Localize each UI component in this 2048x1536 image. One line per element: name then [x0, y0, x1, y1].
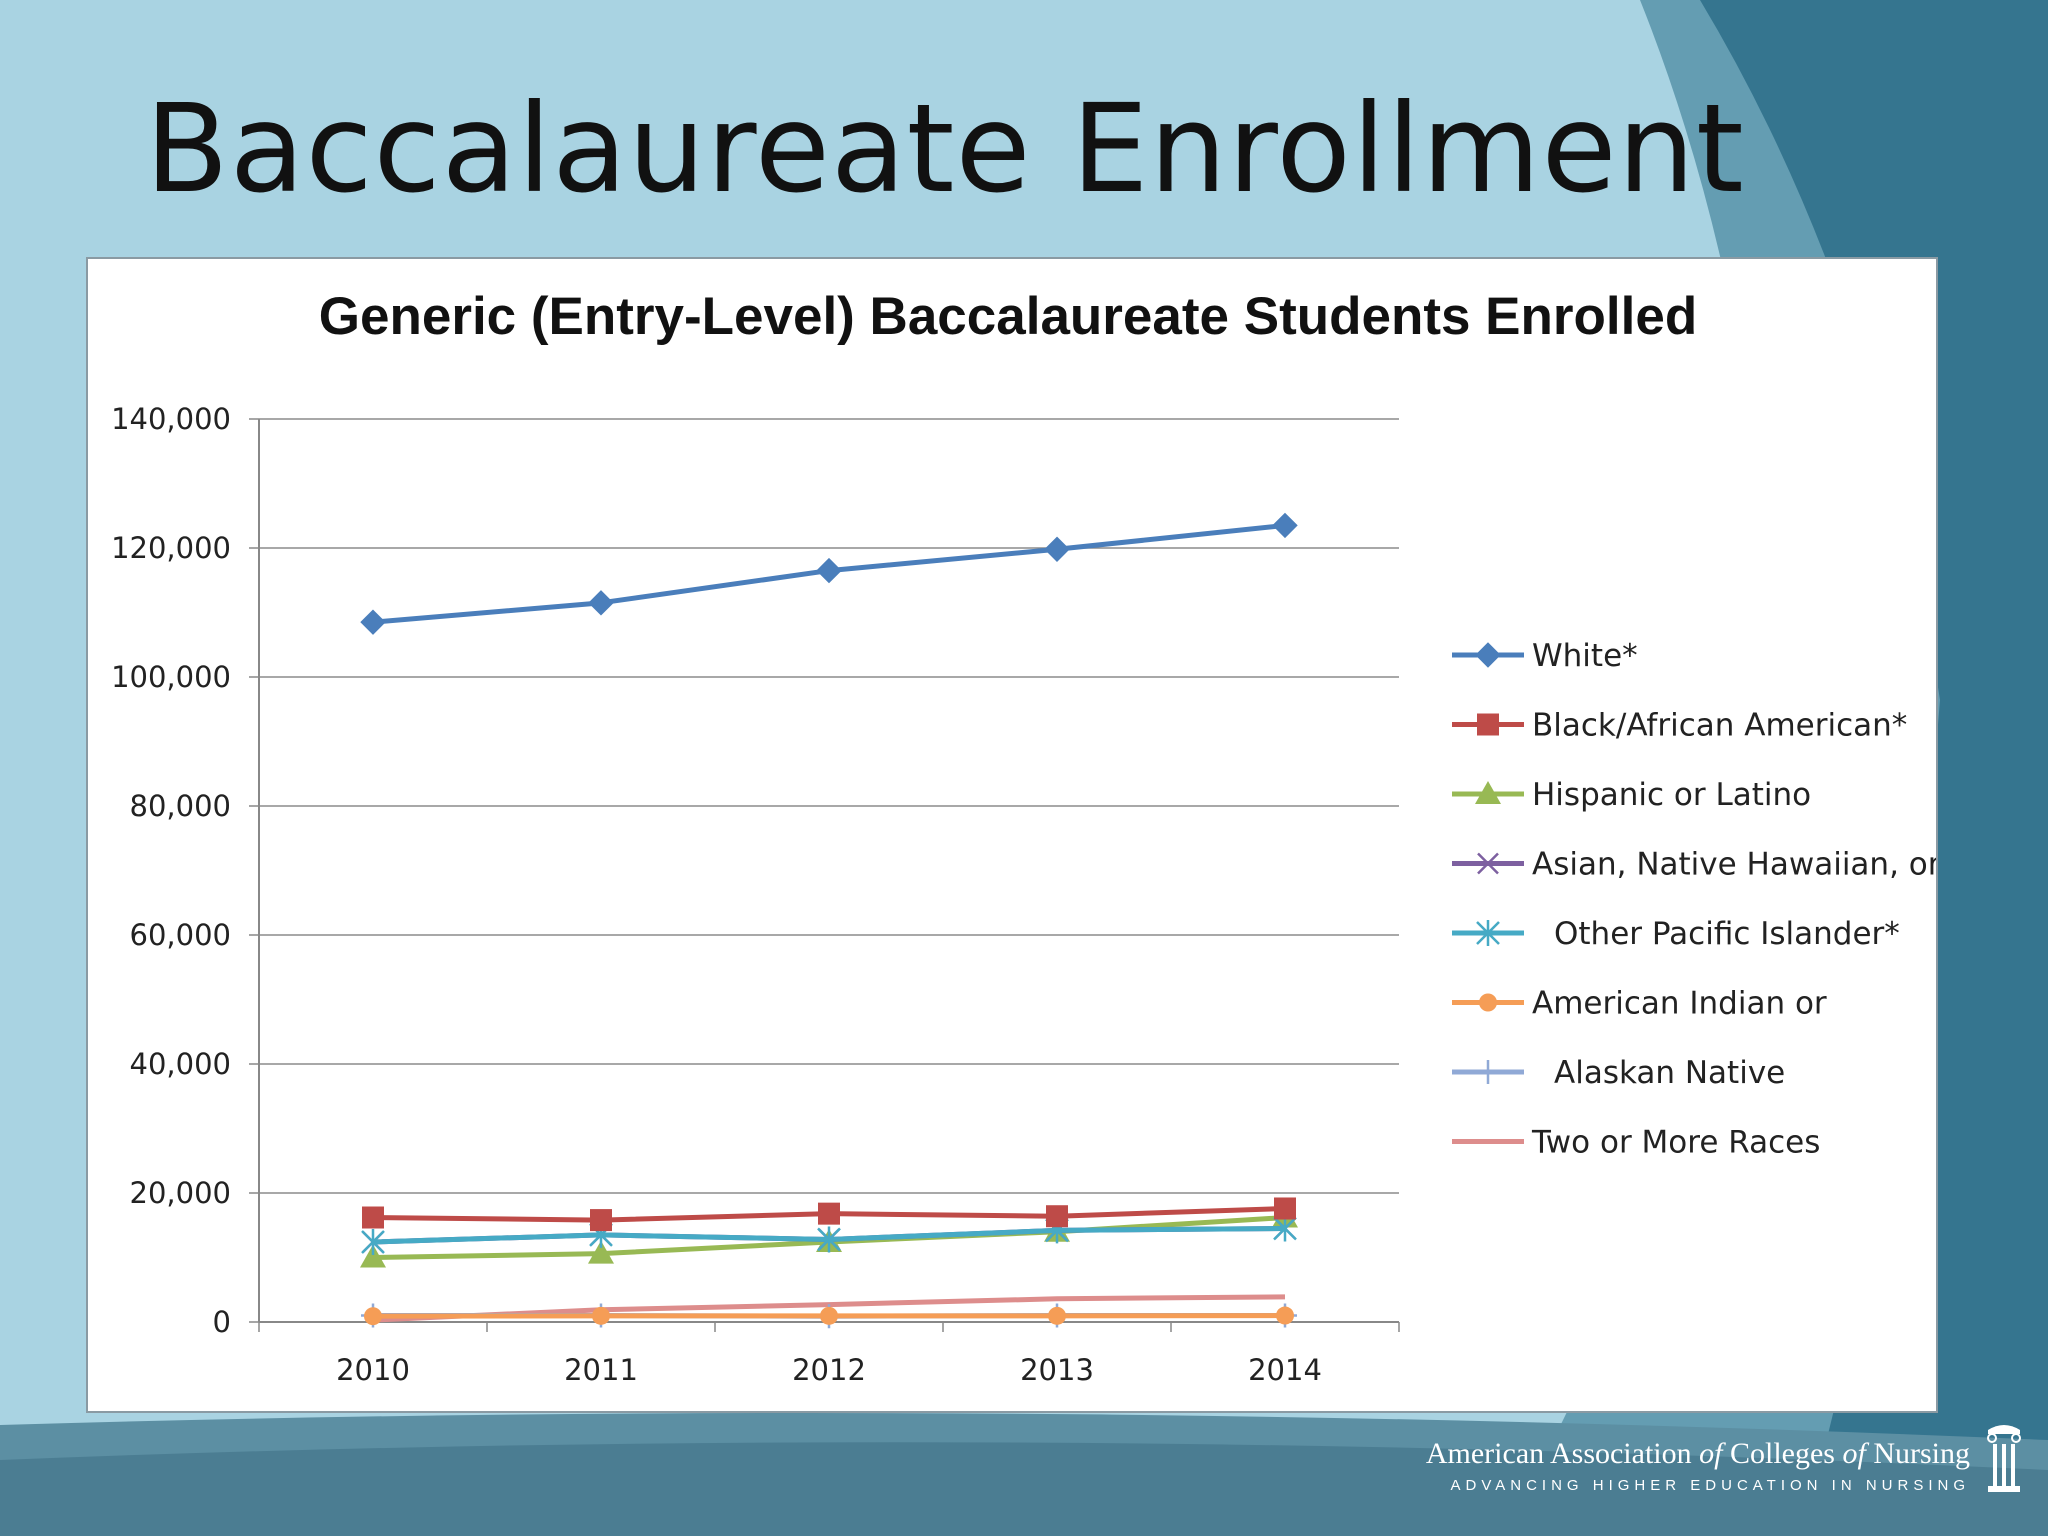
y-tick-label: 140,000 [111, 402, 231, 436]
y-tick-label: 0 [213, 1305, 231, 1339]
series-4 [361, 1215, 1297, 1256]
legend-label: Other Pacific Islander* [1554, 916, 1900, 952]
data-point [816, 557, 842, 584]
x-tick-label: 2011 [564, 1353, 638, 1387]
data-point [1477, 713, 1499, 736]
data-point [818, 1202, 840, 1225]
y-tick-label: 40,000 [130, 1047, 231, 1081]
data-point [1046, 1205, 1068, 1228]
legend-label: White* [1532, 638, 1638, 674]
data-point [361, 1229, 385, 1256]
legend-label: Asian, Native Hawaiian, or [1532, 847, 1936, 883]
series-1 [362, 1197, 1296, 1232]
data-point [588, 1240, 614, 1264]
slide-title: Baccalaureate Enrollment [145, 78, 1745, 220]
x-tick-label: 2012 [792, 1353, 866, 1387]
data-point [592, 1306, 610, 1325]
data-point [1272, 512, 1298, 539]
chart-title: Generic (Entry-Level) Baccalaureate Stud… [319, 287, 1697, 346]
data-point [590, 1209, 612, 1232]
series-5 [364, 1306, 1294, 1326]
data-point [820, 1306, 838, 1325]
legend-label: Hispanic or Latino [1532, 777, 1811, 813]
legend-item: Two or More Races [1452, 1125, 1820, 1161]
data-point [1475, 642, 1501, 668]
data-point [1475, 781, 1501, 804]
logo-tagline: ADVANCING HIGHER EDUCATION IN NURSING [1450, 1477, 1970, 1494]
data-point [1274, 1197, 1296, 1220]
x-tick-label: 2010 [336, 1353, 410, 1387]
data-point [1044, 536, 1070, 562]
data-point [817, 1226, 841, 1253]
data-point [1476, 920, 1500, 946]
data-point [1476, 1060, 1500, 1084]
y-tick-label: 120,000 [111, 531, 231, 565]
legend-label: Two or More Races [1531, 1125, 1820, 1161]
legend-item: Hispanic or Latino [1452, 777, 1811, 813]
data-point [1273, 1215, 1297, 1242]
legend-label: Black/African American* [1532, 708, 1907, 744]
legend-item: Asian, Native Hawaiian, or [1452, 847, 1936, 883]
data-point [1276, 1306, 1294, 1325]
legend-item: Black/African American* [1452, 708, 1907, 744]
legend-item: White* [1452, 638, 1638, 674]
chart-panel: Generic (Entry-Level) Baccalaureate Stud… [86, 257, 1938, 1413]
legend-label: American Indian or [1532, 986, 1827, 1022]
aacn-logo: American Association of Colleges of Nurs… [1426, 1420, 2024, 1494]
logo-text: American Association of Colleges of Nurs… [1426, 1437, 1970, 1494]
x-tick-label: 2014 [1248, 1353, 1322, 1387]
legend-label: Alaskan Native [1554, 1055, 1785, 1091]
data-point [1479, 993, 1497, 1012]
data-point [360, 1244, 386, 1268]
legend-item: Alaskan Native [1452, 1055, 1785, 1091]
line-chart: Generic (Entry-Level) Baccalaureate Stud… [111, 287, 1936, 1387]
data-point [362, 1206, 384, 1229]
logo-name: American Association of Colleges of Nurs… [1425, 1437, 1970, 1470]
legend-item: American Indian or [1452, 986, 1827, 1022]
data-point [1477, 852, 1499, 875]
data-point [364, 1307, 382, 1326]
y-tick-label: 100,000 [111, 660, 231, 694]
legend-item: Other Pacific Islander* [1452, 916, 1900, 952]
data-point [588, 590, 614, 616]
y-tick-label: 80,000 [130, 789, 231, 823]
column-icon [1987, 1425, 2021, 1492]
data-point [1048, 1306, 1066, 1325]
x-tick-label: 2013 [1020, 1353, 1094, 1387]
y-tick-label: 60,000 [130, 918, 231, 952]
series-0 [360, 512, 1298, 635]
y-tick-label: 20,000 [130, 1176, 231, 1210]
data-point [360, 609, 386, 635]
